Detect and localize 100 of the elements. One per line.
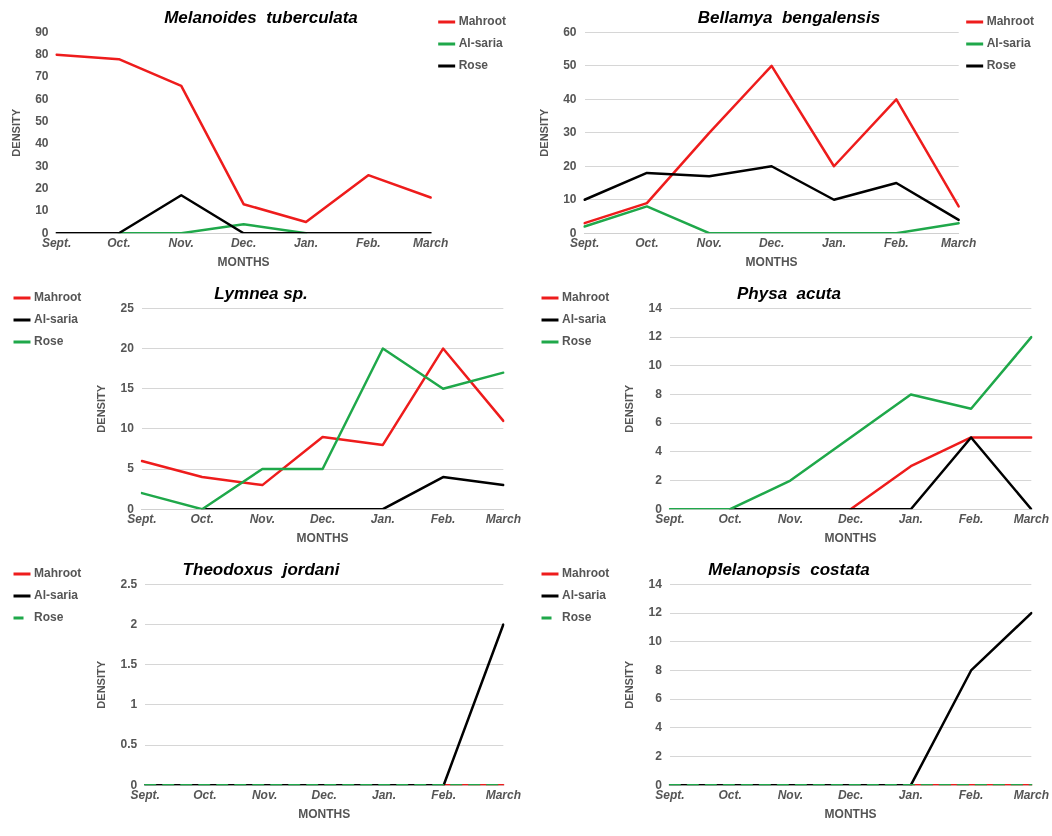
legend-label: Rose [986, 58, 1017, 73]
y-tick-label: 4 [655, 444, 663, 459]
legend-label: Al-saria [34, 588, 79, 603]
x-tick-label: March [1013, 787, 1049, 802]
x-tick-label: Nov. [168, 235, 194, 250]
y-tick-label: 20 [120, 340, 135, 355]
x-tick-label: Feb. [355, 235, 381, 250]
y-tick-label: 8 [655, 386, 663, 401]
legend-label: Mahroot [34, 290, 82, 305]
y-tick-label: 2 [655, 472, 663, 487]
y-axis-title: DENSITY [94, 660, 107, 709]
x-tick-label: Dec. [758, 235, 785, 250]
y-tick-label: 10 [648, 358, 663, 373]
x-tick-label: Dec. [309, 511, 336, 526]
x-tick-label: Oct. [635, 235, 659, 250]
y-tick-label: 10 [648, 634, 663, 649]
y-tick-label: 14 [648, 300, 663, 315]
legend-label: Rose [562, 610, 592, 625]
y-tick-label: 40 [35, 136, 49, 151]
legend-label: Al-saria [458, 36, 504, 51]
x-tick-label: March [485, 511, 521, 526]
x-tick-label: Jan. [898, 511, 923, 526]
legend-label: Rose [562, 334, 592, 349]
legend-label: Rose [34, 610, 64, 625]
y-tick-label: 8 [655, 662, 663, 677]
legend-label: Rose [458, 58, 489, 73]
y-tick-label: 80 [35, 47, 49, 62]
chart-title: Physa acuta [737, 283, 841, 303]
y-tick-label: 30 [35, 158, 49, 173]
x-tick-label: Feb. [958, 787, 984, 802]
legend-label: Rose [34, 334, 64, 349]
x-tick-label: Nov. [696, 235, 722, 250]
y-tick-label: 10 [120, 421, 135, 436]
x-tick-label: Feb. [883, 235, 909, 250]
x-tick-label: March [1013, 511, 1049, 526]
chart-title: Melanoides tuberculata [164, 7, 358, 27]
y-tick-label: 10 [563, 192, 577, 207]
x-tick-label: Nov. [777, 787, 804, 802]
x-tick-label: March [413, 235, 449, 250]
y-tick-label: 4 [655, 720, 663, 735]
x-axis-title: MONTHS [298, 807, 351, 822]
x-tick-label: Dec. [311, 787, 337, 802]
y-tick-label: 20 [35, 180, 49, 195]
y-tick-label: 50 [563, 58, 577, 73]
chart-title: Melanopsis costata [708, 559, 870, 579]
y-tick-label: 1 [130, 697, 138, 712]
legend-label: Mahroot [562, 290, 610, 305]
y-tick-label: 25 [120, 300, 135, 315]
legend-label: Mahroot [562, 566, 610, 581]
y-tick-label: 5 [127, 461, 135, 476]
y-tick-label: 2.5 [120, 576, 138, 591]
x-tick-label: Jan. [371, 787, 396, 802]
legend-label: Al-saria [986, 36, 1032, 51]
x-tick-label: Oct. [190, 511, 214, 526]
y-tick-label: 2 [655, 748, 663, 763]
y-tick-label: 50 [35, 113, 49, 128]
x-tick-label: March [485, 787, 521, 802]
x-tick-label: Feb. [430, 511, 456, 526]
x-tick-label: Oct. [193, 787, 217, 802]
legend-label: Al-saria [562, 312, 607, 327]
x-tick-label: Dec. [837, 511, 864, 526]
x-axis-title: MONTHS [745, 255, 798, 270]
chart-title: Lymnea sp. [214, 283, 308, 303]
y-tick-label: 60 [563, 24, 577, 39]
x-axis-title: MONTHS [296, 531, 349, 546]
y-axis-title: DENSITY [622, 384, 635, 433]
y-axis-title: DENSITY [537, 108, 550, 157]
chart-title: Theodoxus jordani [182, 559, 341, 579]
y-tick-label: 12 [648, 329, 663, 344]
x-tick-label: Nov. [251, 787, 278, 802]
y-tick-label: 14 [648, 576, 663, 591]
legend-label: Mahroot [458, 14, 506, 29]
y-tick-label: 0.5 [120, 737, 138, 752]
x-tick-label: Jan. [370, 511, 395, 526]
x-tick-label: March [941, 235, 977, 250]
x-tick-label: Feb. [958, 511, 984, 526]
x-axis-title: MONTHS [824, 531, 877, 546]
legend-label: Al-saria [562, 588, 607, 603]
y-tick-label: 15 [120, 381, 135, 396]
legend-label: Mahroot [34, 566, 82, 581]
x-tick-label: Oct. [107, 235, 131, 250]
x-axis-title: MONTHS [217, 255, 270, 270]
x-tick-label: Oct. [718, 511, 742, 526]
y-axis-title: DENSITY [622, 660, 635, 709]
x-tick-label: Jan. [821, 235, 846, 250]
y-tick-label: 12 [648, 605, 663, 620]
y-tick-label: 1.5 [120, 657, 138, 672]
y-axis-title: DENSITY [94, 384, 107, 433]
x-tick-label: Nov. [777, 511, 804, 526]
chart-title: Bellamya bengalensis [697, 7, 881, 27]
x-axis-title: MONTHS [824, 807, 877, 822]
x-tick-label: Nov. [249, 511, 276, 526]
x-tick-label: Dec. [837, 787, 864, 802]
y-tick-label: 2 [130, 616, 138, 631]
y-tick-label: 90 [35, 24, 49, 39]
x-tick-label: Oct. [718, 787, 742, 802]
legend-label: Mahroot [986, 14, 1034, 29]
y-axis-title: DENSITY [9, 108, 22, 157]
y-tick-label: 10 [35, 203, 49, 218]
y-tick-label: 40 [563, 91, 577, 106]
